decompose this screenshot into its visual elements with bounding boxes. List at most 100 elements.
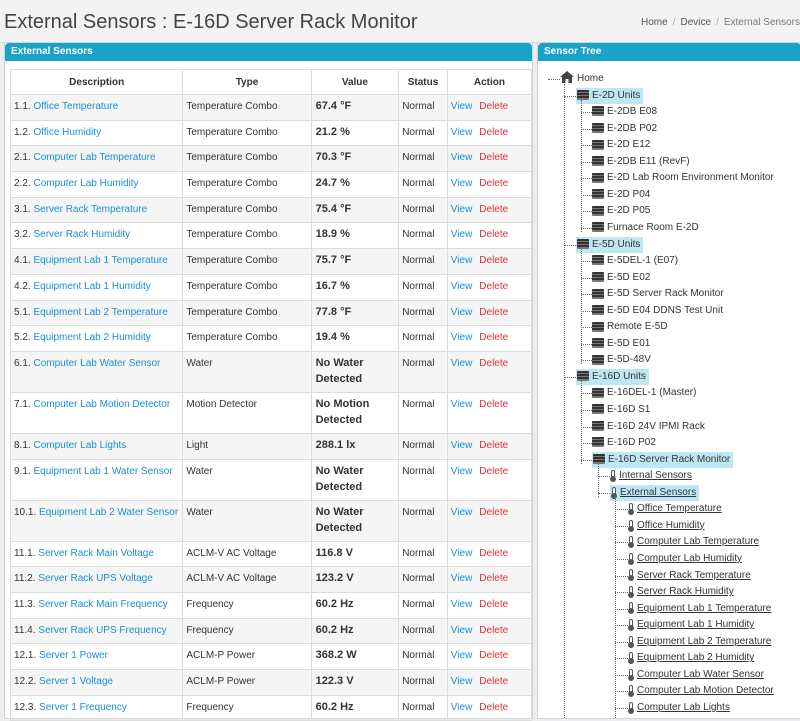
delete-link[interactable]: Delete [479, 573, 509, 585]
tree-node[interactable]: E-2D Units [576, 87, 644, 104]
sensor-name-link[interactable]: Office Humidity [33, 126, 102, 138]
delete-link[interactable]: Delete [479, 332, 509, 344]
tree-node[interactable]: Home [560, 71, 604, 87]
view-link[interactable]: View [450, 676, 473, 687]
sensor-name-link[interactable]: Computer Lab Water Sensor [33, 357, 161, 369]
sensor-name-link[interactable]: Computer Lab Motion Detector [33, 398, 171, 410]
view-link[interactable]: View [450, 506, 473, 518]
view-link[interactable]: View [450, 650, 473, 662]
sensor-name-link[interactable]: Computer Lab Temperature [33, 152, 156, 164]
delete-link[interactable]: Delete [479, 701, 509, 713]
tree-node[interactable]: E-2DB E11 (RevF) [592, 154, 690, 170]
delete-link[interactable]: Delete [479, 178, 509, 190]
tree-node[interactable]: E-5D E02 [592, 270, 650, 286]
delete-link[interactable]: Delete [479, 439, 509, 451]
view-link[interactable]: View [450, 152, 473, 164]
delete-link[interactable]: Delete [479, 101, 509, 112]
sensor-name-link[interactable]: Server Rack Main Frequency [38, 598, 168, 610]
tree-node[interactable]: Server Rack Humidity [628, 584, 734, 600]
delete-link[interactable]: Delete [479, 152, 509, 164]
sensor-name-link[interactable]: Equipment Lab 2 Water Sensor [39, 506, 179, 518]
tree-node[interactable]: E-2D E12 [592, 137, 650, 153]
delete-link[interactable]: Delete [479, 306, 509, 318]
sensor-name-link[interactable]: Server Rack Main Voltage [38, 547, 154, 559]
tree-node[interactable]: Computer Lab Lights [628, 700, 730, 716]
tree-node[interactable]: E-2D Lab Room Environment Monitor [592, 170, 774, 186]
delete-link[interactable]: Delete [479, 126, 509, 138]
sensor-name-link[interactable]: Computer Lab Humidity [33, 178, 139, 190]
view-link[interactable]: View [450, 101, 473, 112]
tree-node[interactable]: E-5DEL-1 (E07) [592, 253, 678, 269]
view-link[interactable]: View [450, 332, 473, 344]
tree-node[interactable]: E-2DB P02 [592, 121, 657, 137]
view-link[interactable]: View [450, 439, 473, 451]
sensor-name-link[interactable]: Equipment Lab 1 Temperature [33, 255, 168, 267]
view-link[interactable]: View [450, 357, 473, 369]
delete-link[interactable]: Delete [479, 676, 509, 687]
sensor-name-link[interactable]: Computer Lab Lights [33, 439, 127, 451]
tree-node[interactable]: Computer Lab Temperature [628, 534, 759, 550]
sensor-name-link[interactable]: Server 1 Power [39, 650, 108, 662]
tree-node[interactable]: E-16D 24V IPMI Rack [592, 419, 705, 435]
tree-node[interactable]: E-16D Server Rack Monitor [592, 451, 734, 468]
delete-link[interactable]: Delete [479, 280, 509, 292]
tree-node[interactable]: E-5D E01 [592, 336, 650, 352]
view-link[interactable]: View [450, 598, 473, 610]
tree-node[interactable]: Office Humidity [628, 518, 705, 534]
breadcrumb-device[interactable]: Device [680, 17, 712, 28]
delete-link[interactable]: Delete [479, 255, 509, 267]
delete-link[interactable]: Delete [479, 650, 509, 662]
view-link[interactable]: View [450, 701, 473, 713]
tree-node[interactable]: E-2DB E08 [592, 104, 657, 120]
tree-node[interactable]: E-16D P02 [592, 435, 656, 451]
delete-link[interactable]: Delete [479, 357, 509, 369]
sensor-name-link[interactable]: Equipment Lab 2 Humidity [33, 332, 151, 344]
tree-node[interactable]: Computer Lab Water Sensor [628, 667, 764, 683]
delete-link[interactable]: Delete [479, 398, 509, 410]
tree-node[interactable]: Remote E-5D [592, 319, 668, 335]
sensor-name-link[interactable]: Server 1 Voltage [39, 676, 113, 687]
view-link[interactable]: View [450, 573, 473, 585]
tree-node[interactable]: Office Temperature [628, 501, 722, 517]
delete-link[interactable]: Delete [479, 229, 509, 241]
tree-node[interactable]: E-2D P04 [592, 187, 650, 203]
tree-node[interactable]: Internal Sensors [610, 468, 692, 484]
tree-node[interactable]: Equipment Lab 1 Humidity [628, 617, 754, 633]
view-link[interactable]: View [450, 126, 473, 138]
view-link[interactable]: View [450, 547, 473, 559]
delete-link[interactable]: Delete [479, 203, 509, 215]
delete-link[interactable]: Delete [479, 598, 509, 610]
tree-node[interactable]: Equipment Lab 2 Humidity [628, 650, 754, 666]
tree-node[interactable]: Equipment Lab 1 Temperature [628, 601, 771, 617]
tree-node[interactable]: External Sensors [610, 484, 700, 501]
delete-link[interactable]: Delete [479, 506, 509, 518]
tree-node[interactable]: E-2D P05 [592, 203, 650, 219]
sensor-name-link[interactable]: Server Rack Temperature [33, 203, 148, 215]
tree-node[interactable]: E-16DEL-1 (Master) [592, 385, 696, 401]
tree-node[interactable]: E-16D S1 [592, 402, 650, 418]
sensor-name-link[interactable]: Server Rack UPS Frequency [38, 624, 167, 636]
sensor-name-link[interactable]: Server Rack Humidity [33, 229, 131, 241]
view-link[interactable]: View [450, 280, 473, 292]
view-link[interactable]: View [450, 255, 473, 267]
sensor-name-link[interactable]: Office Temperature [33, 101, 119, 112]
tree-node[interactable]: E-5D-48V [592, 352, 651, 368]
delete-link[interactable]: Delete [479, 547, 509, 559]
sensor-name-link[interactable]: Equipment Lab 1 Water Sensor [33, 465, 173, 477]
view-link[interactable]: View [450, 203, 473, 215]
view-link[interactable]: View [450, 306, 473, 318]
tree-node[interactable]: Equipment Lab 2 Temperature [628, 634, 771, 650]
delete-link[interactable]: Delete [479, 624, 509, 636]
tree-node[interactable]: E-5D E04 DDNS Test Unit [592, 303, 723, 319]
tree-node[interactable]: E-5D Server Rack Monitor [592, 286, 724, 302]
sensor-name-link[interactable]: Equipment Lab 1 Humidity [33, 280, 151, 292]
tree-node[interactable]: Computer Lab Motion Detector [628, 683, 774, 699]
breadcrumb-home[interactable]: Home [641, 17, 668, 28]
tree-node[interactable]: Furnace Room E-2D [592, 220, 699, 236]
view-link[interactable]: View [450, 465, 473, 477]
view-link[interactable]: View [450, 624, 473, 636]
tree-node[interactable]: Server Rack Temperature [628, 568, 751, 584]
delete-link[interactable]: Delete [479, 465, 509, 477]
sensor-name-link[interactable]: Server Rack UPS Voltage [38, 573, 153, 585]
tree-node[interactable]: E-5D Units [576, 236, 644, 253]
